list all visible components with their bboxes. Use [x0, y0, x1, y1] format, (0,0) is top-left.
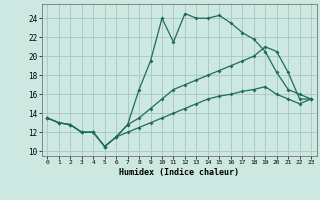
X-axis label: Humidex (Indice chaleur): Humidex (Indice chaleur): [119, 168, 239, 177]
